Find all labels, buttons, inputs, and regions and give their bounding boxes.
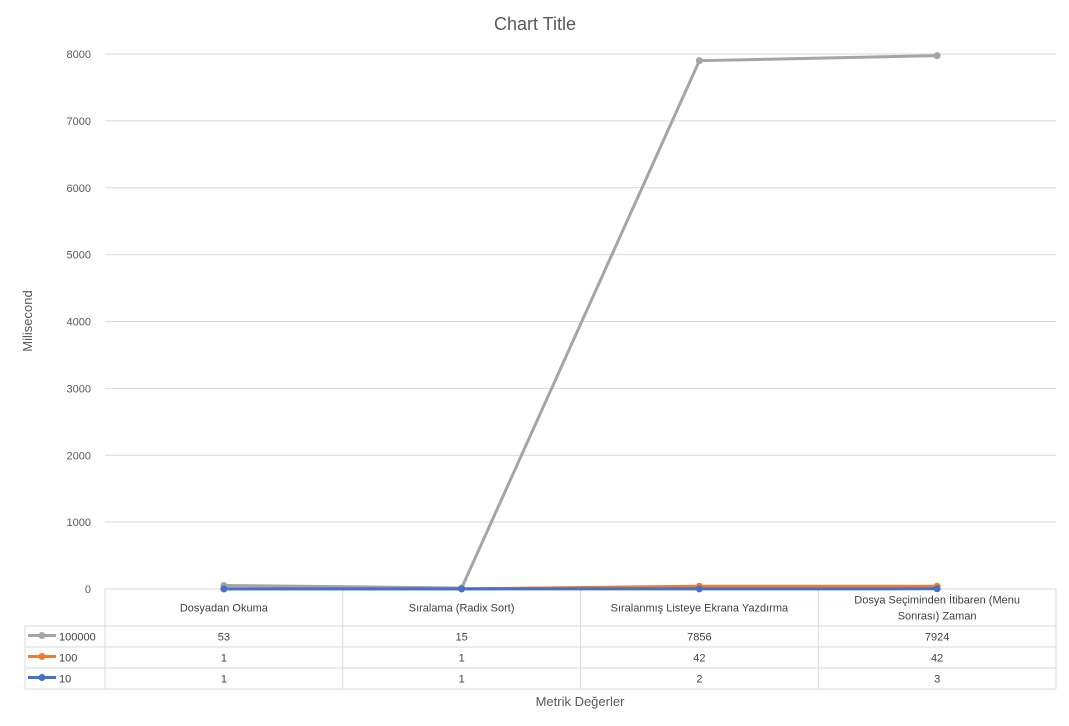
data-point	[933, 52, 941, 60]
x-category-label: Sonrası) Zaman	[898, 611, 977, 623]
data-table-value: 15	[456, 632, 468, 644]
data-point	[933, 585, 941, 593]
data-table-value: 7856	[687, 632, 711, 644]
x-category-label: Dosya Seçiminden İtibaren (Menu	[854, 594, 1020, 607]
y-axis-ticks: 0 1000 2000 3000 4000 5000 6000 7000 8000	[67, 49, 91, 596]
legend-label: 10	[59, 674, 71, 686]
data-table-value: 1	[459, 674, 465, 686]
data-table-value: 1	[221, 674, 227, 686]
y-axis-title: Milisecond	[20, 290, 35, 351]
y-tick-label: 6000	[67, 183, 91, 195]
x-axis-title: Metrik Değerler	[536, 694, 626, 709]
y-tick-label: 1000	[67, 517, 91, 529]
data-table-value: 42	[693, 653, 705, 665]
data-table-value: 2	[696, 674, 702, 686]
legend-key-marker	[38, 632, 46, 639]
data-table-value: 42	[931, 653, 943, 665]
data-table-value: 3	[934, 674, 940, 686]
y-tick-label: 2000	[67, 450, 91, 462]
x-category-label: Sıralanmış Listeye Ekrana Yazdırma	[611, 603, 789, 615]
legend-key-marker	[38, 653, 46, 660]
data-point	[220, 585, 228, 593]
y-tick-label: 7000	[67, 116, 91, 128]
x-category-label: Dosyadan Okuma	[180, 603, 269, 615]
series-line	[223, 54, 938, 590]
series-lines	[220, 52, 941, 593]
data-table-value: 1	[459, 653, 465, 665]
gridlines	[105, 53, 1056, 523]
y-tick-label: 3000	[67, 383, 91, 395]
data-point	[695, 57, 703, 65]
y-tick-label: 4000	[67, 317, 91, 329]
legend-label: 100	[59, 653, 77, 665]
data-point	[458, 585, 466, 593]
y-tick-label: 0	[85, 584, 91, 596]
data-point	[695, 585, 703, 593]
legend-label: 100000	[59, 632, 96, 644]
data-table-value: 53	[218, 632, 230, 644]
x-category-label: Sıralama (Radix Sort)	[409, 603, 515, 615]
legend-key-marker	[38, 674, 46, 681]
y-tick-label: 8000	[67, 49, 91, 61]
y-tick-label: 5000	[67, 250, 91, 262]
data-table-value: 1	[221, 653, 227, 665]
data-table: Dosyadan Okuma Sıralama (Radix Sort) Sıral…	[24, 588, 1057, 690]
data-table-value: 7924	[925, 632, 949, 644]
chart-title: Chart Title	[494, 14, 576, 34]
